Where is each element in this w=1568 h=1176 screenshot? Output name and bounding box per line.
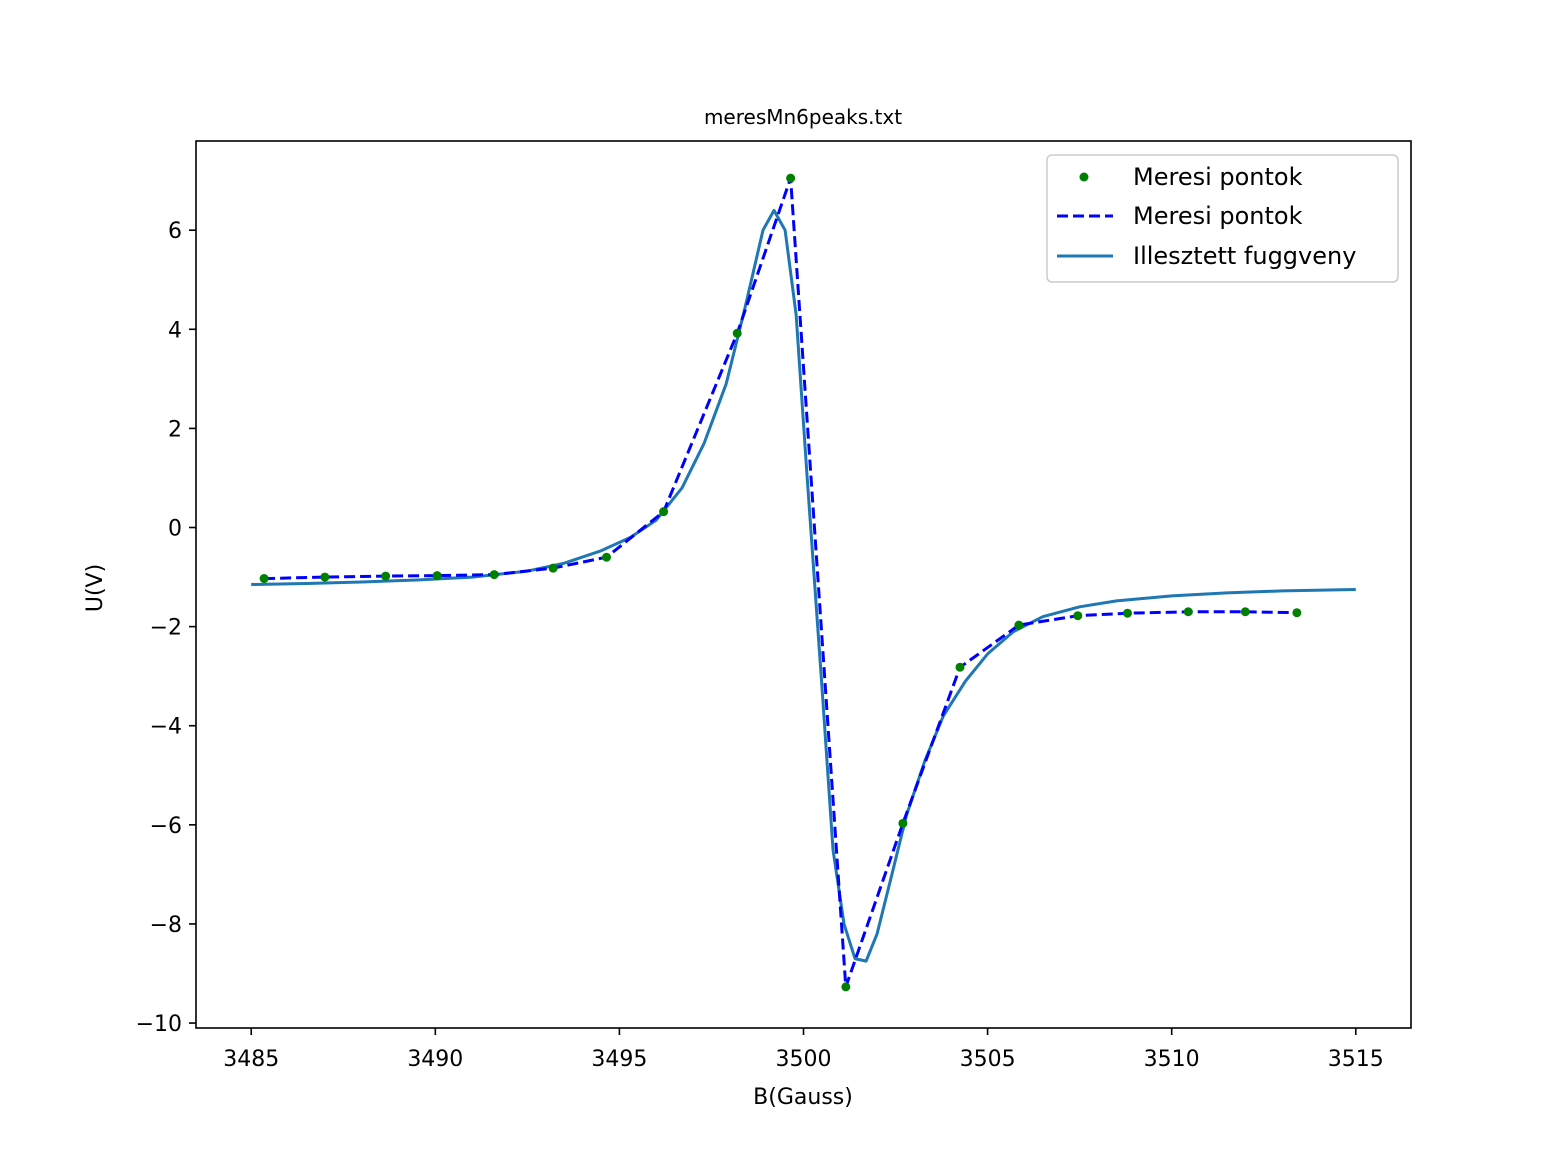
y-tick-label: −2 [150,616,182,641]
data-point [1123,608,1132,618]
data-point [1014,620,1024,630]
data-point [602,552,612,562]
data-point [548,563,558,573]
y-tick-label: −10 [136,1012,182,1037]
y-tick-label: −6 [150,814,182,839]
x-tick-label: 3500 [776,1047,832,1072]
plot-area [196,141,1411,1028]
y-tick-label: −4 [150,715,182,740]
chart-title: meresMn6peaks.txt [704,105,902,129]
data-point [259,574,269,584]
legend-label-fit: Illesztett fuggveny [1133,242,1356,270]
legend-marker-points [1079,172,1089,182]
data-point [1183,607,1193,617]
data-point [320,572,330,582]
legend: Meresi pontok Meresi pontok Illesztett f… [1046,154,1399,283]
data-point [732,328,742,338]
data-point [786,173,796,183]
data-point [1292,608,1302,618]
data-point [381,571,391,581]
data-point [1240,607,1250,617]
legend-box [1046,154,1399,283]
y-axis-label: U(V) [83,564,108,612]
data-point [489,570,499,580]
x-tick-label: 3495 [591,1047,647,1072]
data-point [659,507,669,517]
data-point [898,818,908,828]
x-tick-label: 3485 [223,1047,279,1072]
series-layer [251,173,1356,992]
data-point [955,662,965,672]
y-tick-label: 4 [168,318,182,343]
ticks-layer: 3485 3490 3495 3500 3505 3510 3515 −10 −8 −6 −4 −2 0… [136,219,1384,1072]
legend-label-dashed: Meresi pontok [1133,202,1303,230]
legend-label-points: Meresi pontok [1133,163,1303,191]
y-tick-label: 2 [168,417,182,442]
data-point [1073,611,1083,621]
data-point [432,571,442,581]
y-tick-label: 0 [168,517,182,542]
x-axis-label: B(Gauss) [753,1085,853,1110]
x-tick-label: 3505 [960,1047,1016,1072]
data-point [841,982,851,992]
x-tick-label: 3490 [407,1047,463,1072]
y-tick-label: −8 [150,913,182,938]
y-tick-label: 6 [168,219,182,244]
x-tick-label: 3510 [1144,1047,1200,1072]
x-tick-label: 3515 [1328,1047,1384,1072]
